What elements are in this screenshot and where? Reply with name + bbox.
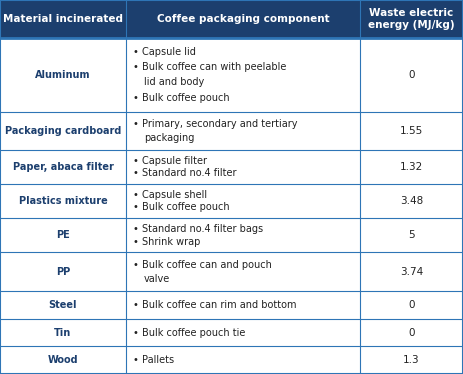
Text: Steel: Steel — [49, 300, 77, 310]
Text: •: • — [133, 62, 139, 72]
Text: 3.48: 3.48 — [400, 196, 423, 206]
Bar — [0, 346, 463, 374]
Text: •: • — [133, 355, 139, 365]
Text: Coffee packaging component: Coffee packaging component — [156, 14, 329, 24]
Bar — [0, 291, 463, 319]
Text: Capsule lid: Capsule lid — [142, 47, 196, 57]
Bar — [0, 0, 463, 38]
Text: 0: 0 — [408, 328, 415, 338]
Text: 1.55: 1.55 — [400, 126, 423, 136]
Text: Capsule shell: Capsule shell — [142, 190, 207, 200]
Text: •: • — [133, 168, 139, 178]
Text: 1.32: 1.32 — [400, 162, 423, 172]
Bar — [0, 150, 463, 184]
Bar — [0, 38, 463, 112]
Text: Bulk coffee can with peelable: Bulk coffee can with peelable — [142, 62, 286, 72]
Text: lid and body: lid and body — [144, 77, 204, 88]
Text: Packaging cardboard: Packaging cardboard — [5, 126, 121, 136]
Text: Bulk coffee can rim and bottom: Bulk coffee can rim and bottom — [142, 300, 296, 310]
Text: Material incinerated: Material incinerated — [3, 14, 123, 24]
Text: packaging: packaging — [144, 133, 194, 143]
Text: PP: PP — [56, 267, 70, 277]
Text: •: • — [133, 300, 139, 310]
Text: Wood: Wood — [48, 355, 78, 365]
Text: •: • — [133, 236, 139, 246]
Text: Standard no.4 filter bags: Standard no.4 filter bags — [142, 224, 263, 234]
Text: •: • — [133, 156, 139, 166]
Text: •: • — [133, 202, 139, 212]
Text: •: • — [133, 93, 139, 103]
Text: Shrink wrap: Shrink wrap — [142, 236, 200, 246]
Text: •: • — [133, 328, 139, 338]
Text: Standard no.4 filter: Standard no.4 filter — [142, 168, 237, 178]
Text: •: • — [133, 190, 139, 200]
Text: Plastics mixture: Plastics mixture — [19, 196, 107, 206]
Bar — [0, 252, 463, 291]
Text: Bulk coffee can and pouch: Bulk coffee can and pouch — [142, 260, 272, 270]
Text: valve: valve — [144, 274, 170, 284]
Text: Waste electric
energy (MJ/kg): Waste electric energy (MJ/kg) — [368, 8, 455, 30]
Text: 1.3: 1.3 — [403, 355, 419, 365]
Bar — [0, 218, 463, 252]
Text: Bulk coffee pouch: Bulk coffee pouch — [142, 93, 230, 103]
Text: Pallets: Pallets — [142, 355, 174, 365]
Text: •: • — [133, 119, 139, 129]
Text: •: • — [133, 47, 139, 57]
Text: 3.74: 3.74 — [400, 267, 423, 277]
Text: •: • — [133, 260, 139, 270]
Text: Tin: Tin — [54, 328, 72, 338]
Bar — [0, 112, 463, 150]
Text: Paper, abaca filter: Paper, abaca filter — [13, 162, 113, 172]
Bar — [0, 319, 463, 346]
Text: 5: 5 — [408, 230, 415, 240]
Text: 0: 0 — [408, 300, 415, 310]
Text: Bulk coffee pouch tie: Bulk coffee pouch tie — [142, 328, 245, 338]
Text: Capsule filter: Capsule filter — [142, 156, 207, 166]
Bar — [0, 184, 463, 218]
Text: •: • — [133, 224, 139, 234]
Text: PE: PE — [56, 230, 70, 240]
Text: Bulk coffee pouch: Bulk coffee pouch — [142, 202, 230, 212]
Text: 0: 0 — [408, 70, 415, 80]
Text: Primary, secondary and tertiary: Primary, secondary and tertiary — [142, 119, 297, 129]
Text: Aluminum: Aluminum — [35, 70, 91, 80]
